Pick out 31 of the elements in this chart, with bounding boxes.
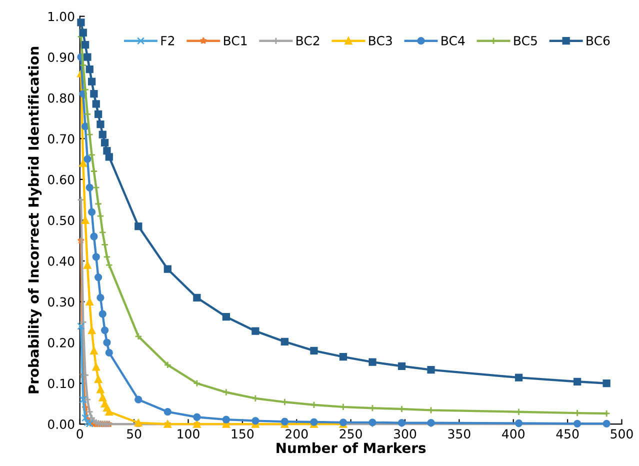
legend-label: BC5 bbox=[514, 36, 537, 46]
y-tick-label: 0.90 bbox=[48, 52, 74, 62]
x-tick-label: 500 bbox=[610, 429, 633, 439]
y-axis-title: Probability of Incorrect Hybrid Identification bbox=[28, 46, 42, 394]
x-tick-label: 250 bbox=[340, 429, 362, 439]
legend-label: BC6 bbox=[586, 36, 610, 46]
legend-label: F2 bbox=[161, 36, 174, 46]
y-tick-label: 0.50 bbox=[48, 216, 74, 226]
x-tick-label: 200 bbox=[286, 429, 308, 439]
y-tick-label: 0.30 bbox=[48, 297, 74, 307]
x-tick-label: 300 bbox=[394, 429, 416, 439]
x-tick-label: 150 bbox=[232, 429, 254, 439]
y-tick-label: 0.40 bbox=[48, 256, 74, 266]
x-tick-label: 0 bbox=[76, 429, 84, 439]
legend-label: BC4 bbox=[442, 36, 465, 46]
y-tick-label: 0.70 bbox=[48, 134, 74, 144]
x-tick-label: 50 bbox=[127, 429, 142, 439]
y-tick-label: 1.00 bbox=[48, 12, 74, 22]
y-tick-label: 0.80 bbox=[48, 93, 74, 103]
y-tick-label: 0.60 bbox=[48, 174, 74, 184]
x-tick-label: 100 bbox=[178, 429, 200, 439]
y-tick-label: 0.00 bbox=[48, 420, 74, 429]
x-tick-label: 450 bbox=[556, 429, 579, 439]
y-tick-label: 0.20 bbox=[48, 338, 74, 348]
x-tick-label: 400 bbox=[502, 429, 524, 439]
legend-label: BC2 bbox=[296, 36, 320, 46]
legend-label: BC3 bbox=[369, 36, 392, 46]
x-axis-title: Number of Markers bbox=[276, 442, 426, 454]
x-tick-label: 350 bbox=[448, 429, 470, 439]
legend-label: BC1 bbox=[224, 36, 247, 46]
y-tick-label: 0.10 bbox=[48, 378, 74, 388]
